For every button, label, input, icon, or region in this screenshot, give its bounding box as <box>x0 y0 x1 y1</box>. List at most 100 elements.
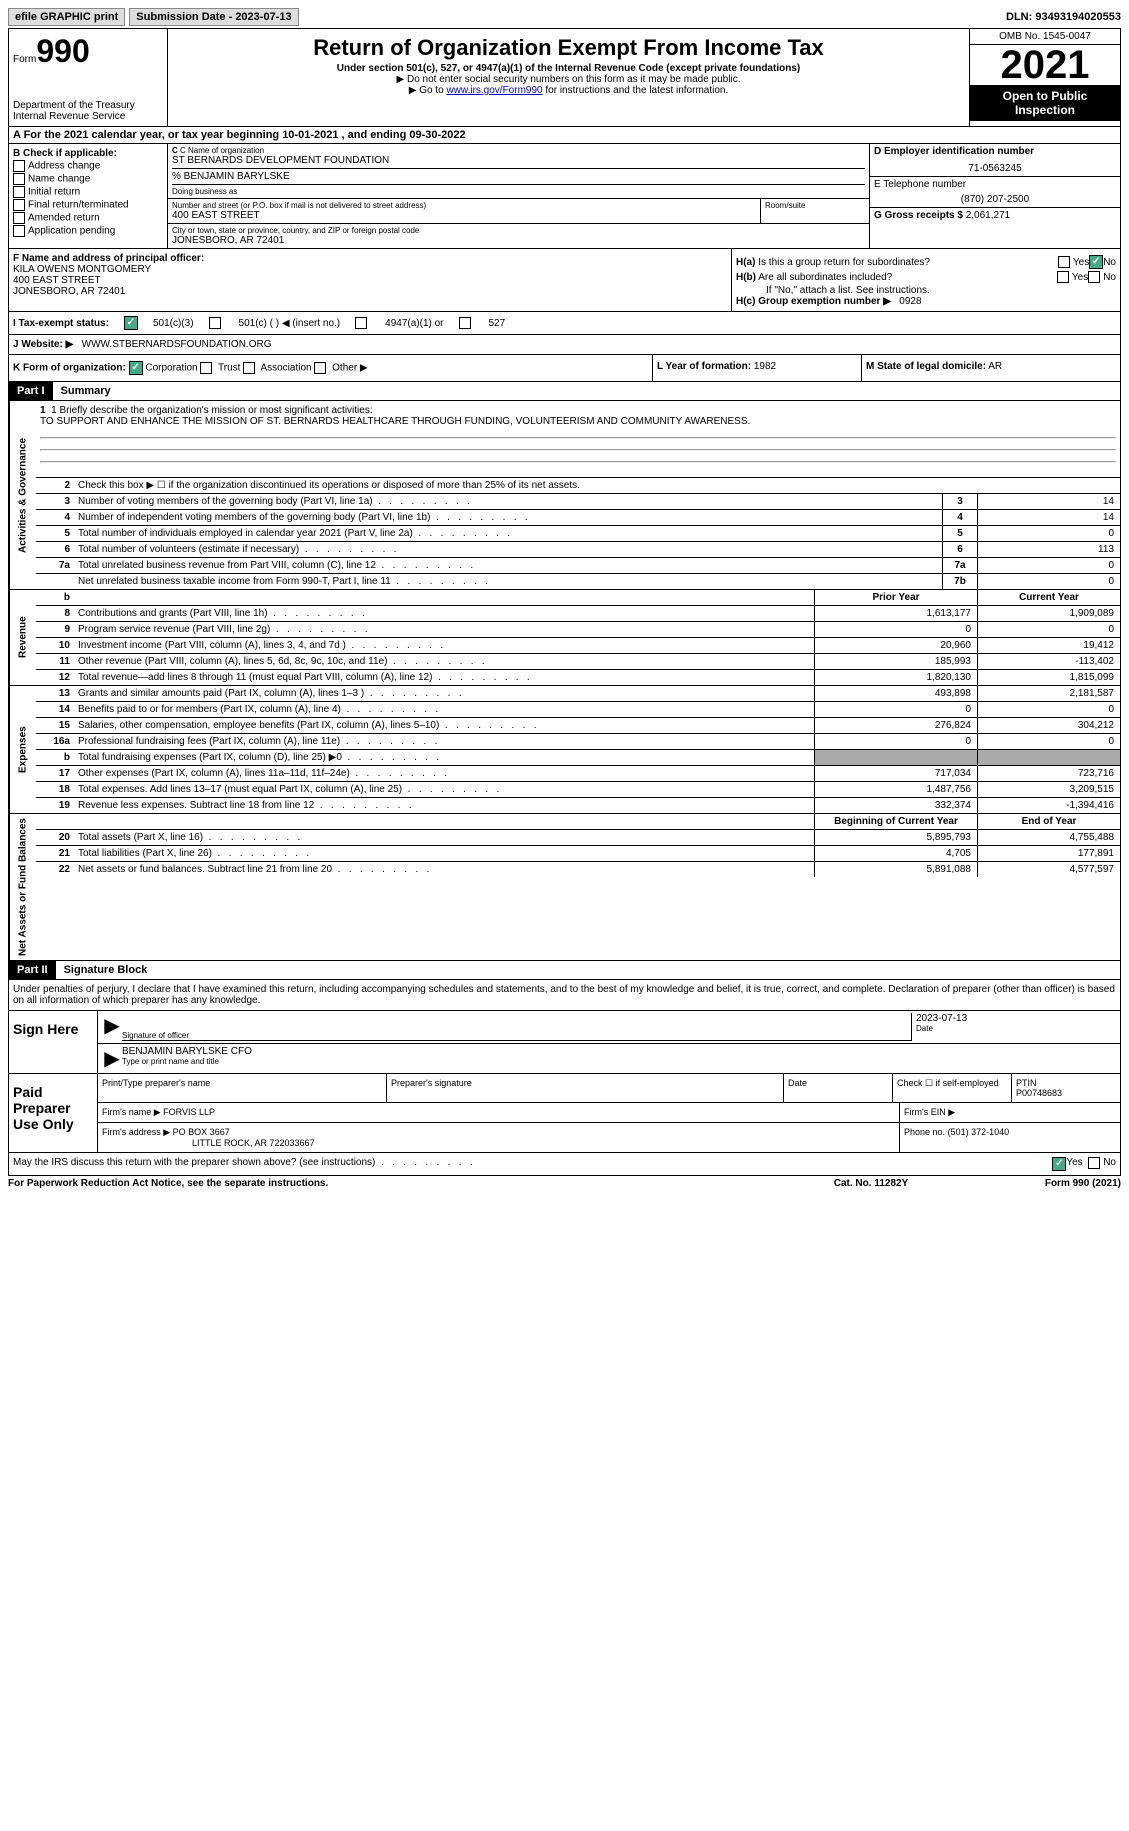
summary-net: Net Assets or Fund Balances Beginning of… <box>8 814 1121 961</box>
ptin-value: P00748683 <box>1016 1088 1062 1098</box>
column-b-checkboxes: B Check if applicable: Address change Na… <box>9 144 168 248</box>
header-left: Form990 Department of the Treasury Inter… <box>9 29 168 126</box>
instruction-2: ▶ Go to www.irs.gov/Form990 for instruct… <box>172 85 965 96</box>
officer-name: KILA OWENS MONTGOMERY <box>13 264 151 275</box>
arrow-icon: ▶ <box>102 1013 122 1041</box>
label-net: Net Assets or Fund Balances <box>9 814 36 960</box>
firm-addr: PO BOX 3667 <box>173 1127 230 1137</box>
dln-number: DLN: 93493194020553 <box>1006 11 1121 23</box>
care-of: % BENJAMIN BARYLSKE <box>172 168 865 182</box>
summary-expenses: Expenses 13Grants and similar amounts pa… <box>8 686 1121 814</box>
chk-final-return[interactable] <box>13 199 25 211</box>
footer: For Paperwork Reduction Act Notice, see … <box>8 1176 1121 1191</box>
chk-501c[interactable] <box>209 317 221 329</box>
mission-text: TO SUPPORT AND ENHANCE THE MISSION OF ST… <box>40 416 750 427</box>
chk-app-pending[interactable] <box>13 225 25 237</box>
ein-value: 71-0563245 <box>874 163 1116 174</box>
chk-name-change[interactable] <box>13 173 25 185</box>
signature-block: Under penalties of perjury, I declare th… <box>8 980 1121 1153</box>
form-footer: Form 990 (2021) <box>971 1178 1121 1189</box>
chk-501c3[interactable]: ✓ <box>124 316 138 330</box>
part2-title: Signature Block <box>56 961 156 979</box>
part1-title: Summary <box>53 382 119 400</box>
part2-header-row: Part II Signature Block <box>8 961 1121 980</box>
col-beginning: Beginning of Current Year <box>814 814 977 829</box>
section-j-website: J Website: ▶ WWW.STBERNARDSFOUNDATION.OR… <box>8 335 1121 355</box>
form-prefix: Form <box>13 54 36 65</box>
sig-date: 2023-07-13 <box>916 1013 1116 1024</box>
part1-header-row: Part I Summary <box>8 382 1121 401</box>
label-expenses: Expenses <box>9 686 36 813</box>
label-revenue: Revenue <box>9 590 36 685</box>
efile-print-button[interactable]: efile GRAPHIC print <box>8 8 125 26</box>
chk-527[interactable] <box>459 317 471 329</box>
chk-ha-no[interactable]: ✓ <box>1089 255 1103 269</box>
col-current: Current Year <box>977 590 1120 605</box>
chk-hb-no[interactable] <box>1088 271 1100 283</box>
section-bcd: B Check if applicable: Address change Na… <box>8 144 1121 249</box>
firm-name: FORVIS LLP <box>163 1107 215 1117</box>
chk-hb-yes[interactable] <box>1057 271 1069 283</box>
chk-corp[interactable]: ✓ <box>129 361 143 375</box>
mission-box: 1 1 Briefly describe the organization's … <box>36 401 1120 477</box>
irs-link[interactable]: www.irs.gov/Form990 <box>446 85 542 96</box>
form-title: Return of Organization Exempt From Incom… <box>172 35 965 61</box>
chk-ha-yes[interactable] <box>1058 256 1070 268</box>
column-h-group: H(a) Is this a group return for subordin… <box>732 249 1120 311</box>
state-domicile: AR <box>988 361 1002 372</box>
column-d-ein: D Employer identification number 71-0563… <box>870 144 1120 248</box>
top-toolbar: efile GRAPHIC print Submission Date - 20… <box>8 8 1121 26</box>
column-c-org: C C Name of organization ST BERNARDS DEV… <box>168 144 870 248</box>
chk-trust[interactable] <box>200 362 212 374</box>
chk-amended[interactable] <box>13 212 25 224</box>
officer-name-title: BENJAMIN BARYLSKE CFO <box>122 1046 1116 1057</box>
column-f-officer: F Name and address of principal officer:… <box>9 249 732 311</box>
cat-no: Cat. No. 11282Y <box>771 1178 971 1189</box>
label-governance: Activities & Governance <box>9 401 36 589</box>
summary-revenue: Revenue b Prior Year Current Year 8Contr… <box>8 590 1121 686</box>
paid-preparer-label: Paid Preparer Use Only <box>9 1074 98 1152</box>
officer-addr2: JONESBORO, AR 72401 <box>13 286 125 297</box>
line2-text: Check this box ▶ ☐ if the organization d… <box>74 478 1120 493</box>
form-header: Form990 Department of the Treasury Inter… <box>8 28 1121 127</box>
chk-irs-no[interactable] <box>1088 1157 1100 1169</box>
chk-4947[interactable] <box>355 317 367 329</box>
officer-addr1: 400 EAST STREET <box>13 275 101 286</box>
gross-receipts: 2,061,271 <box>966 210 1011 221</box>
tax-year: 2021 <box>970 45 1120 85</box>
header-right: OMB No. 1545-0047 2021 Open to Public In… <box>969 29 1120 126</box>
section-klm: K Form of organization: ✓ Corporation Tr… <box>8 355 1121 382</box>
col-end: End of Year <box>977 814 1120 829</box>
part1-header: Part I <box>9 382 53 400</box>
arrow-icon: ▶ <box>102 1046 122 1071</box>
section-a-period: A For the 2021 calendar year, or tax yea… <box>8 127 1121 144</box>
firm-phone: (501) 372-1040 <box>948 1127 1010 1137</box>
submission-date: Submission Date - 2023-07-13 <box>129 8 298 26</box>
part2-header: Part II <box>9 961 56 979</box>
year-formation: 1982 <box>754 361 776 372</box>
section-fh: F Name and address of principal officer:… <box>8 249 1121 312</box>
street-address: 400 EAST STREET <box>172 210 756 221</box>
instruction-1: ▶ Do not enter social security numbers o… <box>172 74 965 85</box>
city-state-zip: JONESBORO, AR 72401 <box>172 235 865 246</box>
chk-other[interactable] <box>314 362 326 374</box>
chk-irs-yes[interactable]: ✓ <box>1052 1157 1066 1171</box>
chk-address-change[interactable] <box>13 160 25 172</box>
col-prior: Prior Year <box>814 590 977 605</box>
phone-value: (870) 207-2500 <box>874 194 1116 205</box>
sign-here-label: Sign Here <box>9 1011 98 1073</box>
firm-addr2: LITTLE ROCK, AR 722033667 <box>102 1138 315 1148</box>
org-name: ST BERNARDS DEVELOPMENT FOUNDATION <box>172 155 865 166</box>
summary-governance: Activities & Governance 1 1 Briefly desc… <box>8 401 1121 590</box>
chk-assoc[interactable] <box>243 362 255 374</box>
form-subtitle: Under section 501(c), 527, or 4947(a)(1)… <box>172 63 965 74</box>
website-url: WWW.STBERNARDSFOUNDATION.ORG <box>82 339 272 350</box>
declaration-text: Under penalties of perjury, I declare th… <box>9 980 1120 1010</box>
group-exemption: 0928 <box>899 296 921 307</box>
form-number: 990 <box>36 33 89 69</box>
header-center: Return of Organization Exempt From Incom… <box>168 29 969 126</box>
irs-discuss-row: May the IRS discuss this return with the… <box>8 1153 1121 1176</box>
dept-treasury: Department of the Treasury Internal Reve… <box>13 100 163 122</box>
open-to-public: Open to Public Inspection <box>970 85 1120 121</box>
chk-initial-return[interactable] <box>13 186 25 198</box>
